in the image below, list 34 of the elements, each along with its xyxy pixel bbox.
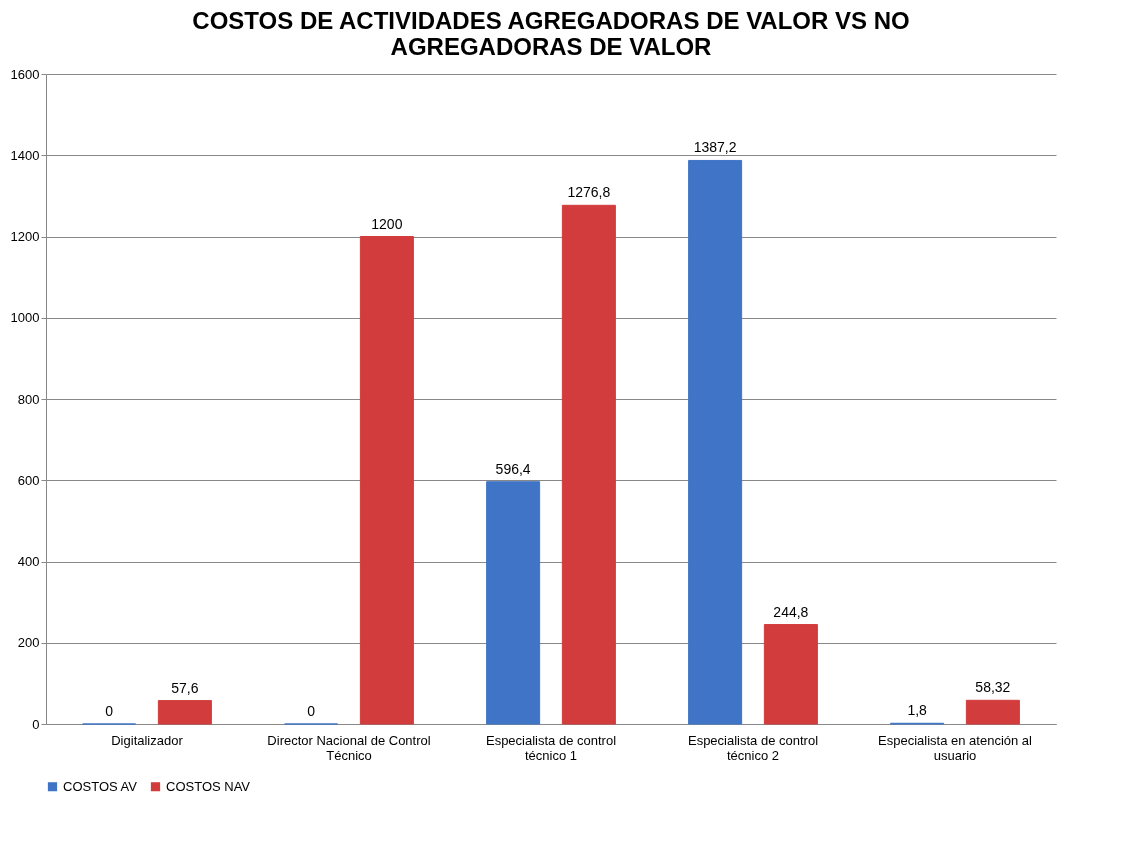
data-label: 57,6 [171, 679, 199, 696]
data-label: 244,8 [773, 603, 809, 620]
y-tick-label: 600 [17, 472, 40, 488]
data-label: 1276,8 [567, 184, 611, 201]
legend-label: COSTOS AV [63, 778, 138, 794]
y-tick-label: 400 [17, 554, 40, 569]
bar [486, 481, 541, 725]
data-label: 0 [307, 703, 316, 719]
x-tick-label: Especialista de control técnico 1 [485, 732, 617, 763]
y-tick-label: 200 [17, 635, 40, 651]
data-label: 596,4 [495, 460, 531, 477]
y-tick-label: 1400 [10, 147, 40, 163]
bar [763, 624, 818, 725]
y-tick-label: 1600 [10, 66, 40, 82]
data-label: 1,8 [907, 702, 928, 719]
y-tick-label: 1000 [10, 310, 40, 326]
y-tick-label: 0 [32, 716, 40, 732]
x-tick-label: Director Nacional de Control Técnico [267, 732, 431, 763]
legend-label: COSTOS NAV [166, 778, 251, 794]
y-tick-label: 1200 [10, 229, 40, 244]
bar [688, 159, 743, 725]
bar [157, 700, 212, 725]
x-tick-label: Especialista en atención al usuario [878, 732, 1033, 763]
x-tick-label: Especialista de control técnico 2 [687, 732, 819, 763]
data-label: 58,32 [975, 679, 1011, 696]
y-tick-label: 800 [17, 391, 40, 407]
chart-title: COSTOS DE ACTIVIDADES AGREGADORAS DE VALOR VS NO AGREGADORAS DE VALOR [192, 7, 910, 60]
bar [359, 236, 414, 725]
bar [965, 699, 1020, 725]
data-label: 1387,2 [693, 139, 737, 156]
data-label: 0 [105, 703, 114, 719]
bar [561, 204, 616, 725]
data-label: 1200 [371, 215, 403, 232]
x-tick-label: Digitalizador [111, 732, 184, 748]
